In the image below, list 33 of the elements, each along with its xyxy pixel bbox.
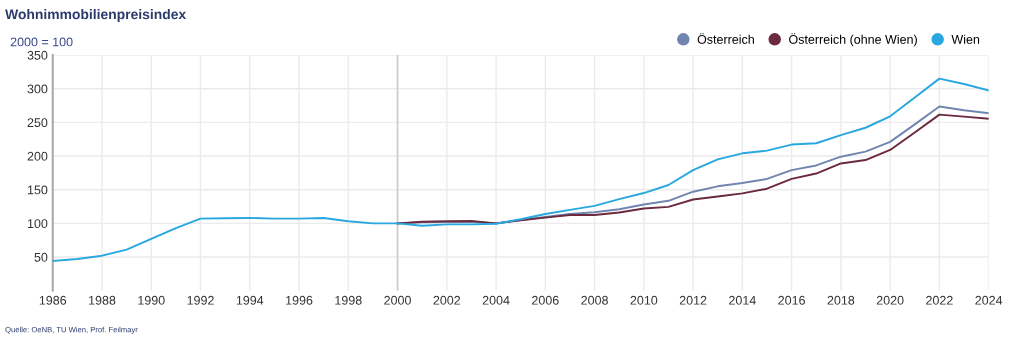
- x-tick-label: 2022: [926, 295, 953, 305]
- y-tick-label: 200: [27, 151, 48, 161]
- x-tick-label: 2010: [630, 295, 658, 305]
- legend-label: Wien: [951, 34, 980, 44]
- chart-title: Wohnimmobilienpreisindex: [5, 9, 187, 22]
- x-tick-label: 2014: [729, 295, 756, 305]
- x-tick-label: 2006: [532, 295, 559, 305]
- x-tick-label: 1998: [335, 295, 362, 305]
- x-tick-label: 2012: [679, 295, 707, 305]
- x-tick-label: 1992: [187, 295, 214, 305]
- legend-label: Österreich: [697, 33, 754, 44]
- y-tick-label: 50: [34, 252, 48, 262]
- x-tick-label: 2020: [876, 295, 904, 305]
- y-tick-label: 150: [27, 185, 48, 195]
- x-tick-label: 2018: [827, 295, 855, 305]
- chart-subtitle: 2000 = 100: [10, 37, 73, 47]
- x-tick-label: 2016: [778, 295, 805, 305]
- x-tick-label: 1990: [138, 295, 165, 305]
- line-series: [52, 77, 989, 263]
- legend-label: Österreich (ohne Wien): [789, 33, 917, 47]
- x-tick-label: 1986: [39, 295, 67, 305]
- x-tick-label: 2024: [975, 295, 1003, 305]
- y-tick-label: 250: [27, 118, 48, 128]
- x-tick-label: 1996: [286, 295, 313, 305]
- x-tick-label: 2002: [433, 295, 461, 305]
- x-tick-label: 1988: [89, 295, 116, 305]
- x-tick-label: 2004: [482, 295, 510, 305]
- y-tick-label: 100: [27, 219, 48, 229]
- x-tick-label: 2000: [384, 295, 411, 305]
- y-tick-label: 350: [27, 50, 48, 60]
- x-tick-label: 1994: [236, 295, 264, 305]
- y-tick-label: 300: [27, 84, 48, 94]
- x-tick-label: 2008: [581, 295, 608, 305]
